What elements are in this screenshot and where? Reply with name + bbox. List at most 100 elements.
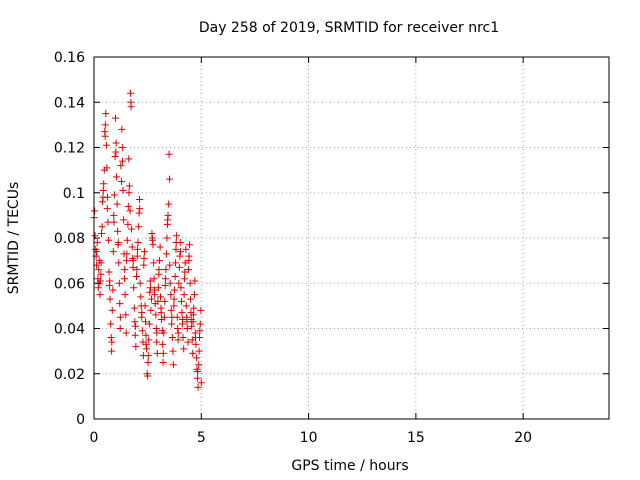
x-tick-label: 10	[300, 430, 318, 446]
y-tick-label: 0.16	[54, 50, 85, 66]
data-point	[110, 211, 118, 219]
x-tick-labels: 0 5 10 15 20	[90, 430, 533, 446]
data-point	[142, 340, 150, 348]
grid-lines	[94, 57, 609, 419]
data-point	[168, 313, 176, 321]
data-point	[113, 200, 121, 208]
data-point	[168, 320, 176, 328]
data-point	[144, 352, 152, 360]
data-point	[144, 372, 152, 380]
chart-title: Day 258 of 2019, SRMTID for receiver nrc…	[199, 20, 499, 36]
y-tick-label: 0.02	[54, 367, 85, 383]
data-point	[117, 177, 125, 185]
data-point	[128, 225, 136, 233]
data-point	[177, 284, 185, 292]
data-point	[95, 266, 103, 274]
data-point	[135, 209, 143, 217]
data-point	[164, 216, 172, 224]
data-point	[174, 325, 182, 332]
data-point	[137, 293, 145, 301]
data-point	[155, 266, 163, 274]
y-tick-label: 0.14	[54, 95, 85, 111]
data-point	[110, 218, 118, 226]
data-point	[114, 239, 122, 247]
data-point	[181, 268, 189, 276]
data-point	[110, 191, 118, 199]
y-tick-label: 0.04	[54, 322, 85, 338]
y-tick-label: 0.1	[63, 186, 85, 202]
data-point	[130, 304, 138, 312]
data-point	[181, 259, 189, 267]
data-point	[150, 275, 158, 283]
data-point	[156, 243, 164, 251]
data-point	[124, 202, 132, 210]
data-point	[106, 295, 114, 303]
data-point	[180, 345, 188, 353]
data-point	[121, 266, 129, 274]
x-tick-label: 5	[197, 430, 206, 446]
data-point	[117, 162, 125, 170]
data-point	[173, 232, 181, 240]
data-point	[179, 334, 187, 342]
data-point	[191, 277, 199, 285]
data-point	[168, 334, 176, 342]
data-point	[195, 347, 203, 355]
data-point	[125, 155, 133, 163]
data-point	[111, 153, 119, 161]
x-axis-title: GPS time / hours	[291, 458, 408, 474]
data-point	[135, 196, 143, 204]
data-point	[129, 263, 137, 271]
data-point	[190, 291, 198, 299]
data-point	[195, 361, 203, 369]
data-point	[148, 295, 156, 303]
data-point	[118, 125, 126, 133]
data-point	[196, 320, 204, 328]
data-point	[103, 205, 111, 213]
data-point	[159, 349, 167, 357]
y-tick-label: 0	[76, 412, 85, 428]
data-point	[186, 279, 194, 287]
data-point	[167, 291, 175, 299]
data-point	[97, 270, 105, 278]
y-tick-labels: 0 0.02 0.04 0.06 0.08 0.1 0.12 0.14 0.16	[54, 50, 85, 428]
data-point	[144, 358, 152, 366]
data-point	[175, 279, 183, 287]
data-point	[94, 284, 102, 292]
y-tick-label: 0.12	[54, 141, 85, 157]
data-point	[131, 331, 139, 339]
data-point	[123, 236, 131, 244]
data-point	[140, 261, 148, 269]
data-point	[138, 327, 146, 335]
data-point	[190, 304, 198, 312]
data-point	[120, 275, 128, 283]
data-point	[114, 227, 122, 235]
data-point	[154, 284, 162, 292]
data-point	[109, 248, 117, 256]
data-point	[115, 259, 123, 267]
data-point	[96, 291, 104, 299]
data-point	[194, 367, 202, 375]
data-point	[142, 318, 149, 326]
data-point	[135, 223, 143, 231]
data-point	[192, 340, 200, 348]
data-point	[160, 329, 168, 337]
data-point	[189, 311, 197, 319]
data-point	[189, 349, 197, 357]
data-point	[163, 250, 171, 258]
data-point	[170, 295, 178, 303]
data-point	[142, 331, 150, 339]
data-point	[184, 338, 192, 346]
data-point	[160, 313, 168, 321]
data-point	[103, 164, 111, 172]
data-point	[112, 139, 120, 147]
data-point	[147, 306, 155, 314]
data-point	[181, 275, 189, 283]
data-point	[131, 322, 139, 330]
axis-ticks	[93, 56, 609, 420]
data-point	[131, 318, 139, 326]
data-point	[101, 121, 109, 129]
data-point	[166, 279, 174, 287]
x-tick-label: 0	[90, 430, 99, 446]
data-point	[98, 223, 106, 231]
